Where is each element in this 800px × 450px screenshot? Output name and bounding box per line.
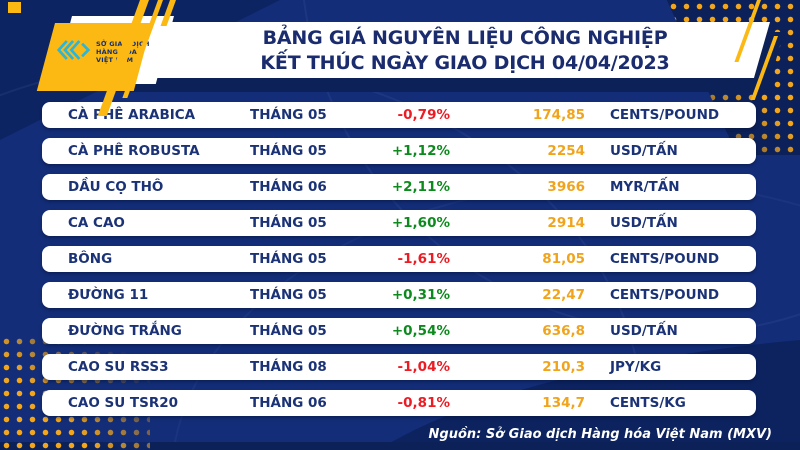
price-unit: USD/TẤN: [610, 215, 678, 231]
corner-square-accent: [8, 2, 21, 13]
price-unit: CENTS/POUND: [610, 251, 720, 267]
price-value: 2914: [547, 215, 585, 231]
price-value: 22,47: [542, 287, 585, 303]
commodity-name: CÀ PHÊ ARABICA: [68, 107, 196, 123]
price-value: 134,7: [542, 395, 585, 411]
change-percent: +0,54%: [391, 323, 450, 339]
bottom-band: [0, 442, 800, 450]
commodity-name: CAO SU RSS3: [68, 359, 169, 375]
commodity-name: CÀ PHÊ ROBUSTA: [68, 143, 200, 159]
contract-month: THÁNG 06: [250, 395, 327, 411]
commodity-name: DẦU CỌ THÔ: [68, 179, 164, 195]
commodity-name: CAO SU TSR20: [68, 395, 179, 411]
price-value: 81,05: [542, 251, 585, 267]
table-row: ĐƯỜNG 11 THÁNG 05 +0,31% 22,47 CENTS/POUND: [42, 282, 756, 308]
commodity-name: ĐƯỜNG 11: [68, 287, 149, 303]
price-unit: JPY/KG: [610, 359, 662, 375]
price-unit: CENTS/POUND: [610, 287, 720, 303]
price-unit: CENTS/POUND: [610, 107, 720, 123]
price-value: 2254: [547, 143, 585, 159]
contract-month: THÁNG 05: [250, 215, 327, 231]
table-row: CAO SU RSS3 THÁNG 08 -1,04% 210,3 JPY/KG: [42, 354, 756, 380]
page-title: BẢNG GIÁ NGUYÊN LIỆU CÔNG NGHIỆP KẾT THÚ…: [205, 26, 725, 76]
contract-month: THÁNG 05: [250, 323, 327, 339]
price-unit: MYR/TẤN: [610, 179, 680, 195]
commodity-name: BÔNG: [68, 251, 113, 267]
commodity-name: ĐƯỜNG TRẮNG: [68, 323, 182, 339]
change-percent: +2,11%: [391, 179, 450, 195]
change-percent: +1,60%: [391, 215, 450, 231]
table-row: ĐƯỜNG TRẮNG THÁNG 05 +0,54% 636,8 USD/TẤN: [42, 318, 756, 344]
chevron-logo-icon: [56, 37, 92, 67]
price-value: 3966: [547, 179, 585, 195]
page-title-line2: KẾT THÚC NGÀY GIAO DỊCH 04/04/2023: [260, 52, 670, 74]
change-percent: -1,04%: [397, 359, 450, 375]
contract-month: THÁNG 05: [250, 287, 327, 303]
logo-org-line3: VIỆT NAM: [96, 56, 134, 64]
table-row: CAO SU TSR20 THÁNG 06 -0,81% 134,7 CENTS/KG: [42, 390, 756, 416]
table-row: DẦU CỌ THÔ THÁNG 06 +2,11% 3966 MYR/TẤN: [42, 174, 756, 200]
contract-month: THÁNG 06: [250, 179, 327, 195]
source-credit: Nguồn: Sở Giao dịch Hàng hóa Việt Nam (M…: [428, 427, 772, 442]
contract-month: THÁNG 05: [250, 107, 327, 123]
table-row: BÔNG THÁNG 05 -1,61% 81,05 CENTS/POUND: [42, 246, 756, 272]
price-unit: CENTS/KG: [610, 395, 686, 411]
contract-month: THÁNG 05: [250, 143, 327, 159]
change-percent: +1,12%: [391, 143, 450, 159]
table-row: CÀ PHÊ ROBUSTA THÁNG 05 +1,12% 2254 USD/TẤN: [42, 138, 756, 164]
change-percent: +0,31%: [391, 287, 450, 303]
table-row: CÀ PHÊ ARABICA THÁNG 05 -0,79% 174,85 CENTS/…: [42, 102, 756, 128]
price-unit: USD/TẤN: [610, 323, 678, 339]
price-value: 636,8: [542, 323, 585, 339]
change-percent: -0,81%: [397, 395, 450, 411]
price-value: 210,3: [542, 359, 585, 375]
change-percent: -1,61%: [397, 251, 450, 267]
commodity-name: CA CAO: [68, 215, 125, 231]
logo-org-line2: HÀNG HÓA: [96, 48, 137, 56]
table-row: CA CAO THÁNG 05 +1,60% 2914 USD/TẤN: [42, 210, 756, 236]
price-table: CÀ PHÊ ARABICA THÁNG 05 -0,79% 174,85 CENTS/…: [42, 102, 756, 426]
contract-month: THÁNG 05: [250, 251, 327, 267]
price-value: 174,85: [532, 107, 585, 123]
page-title-line1: BẢNG GIÁ NGUYÊN LIỆU CÔNG NGHIỆP: [262, 27, 668, 49]
contract-month: THÁNG 08: [250, 359, 327, 375]
price-unit: USD/TẤN: [610, 143, 678, 159]
change-percent: -0,79%: [397, 107, 450, 123]
